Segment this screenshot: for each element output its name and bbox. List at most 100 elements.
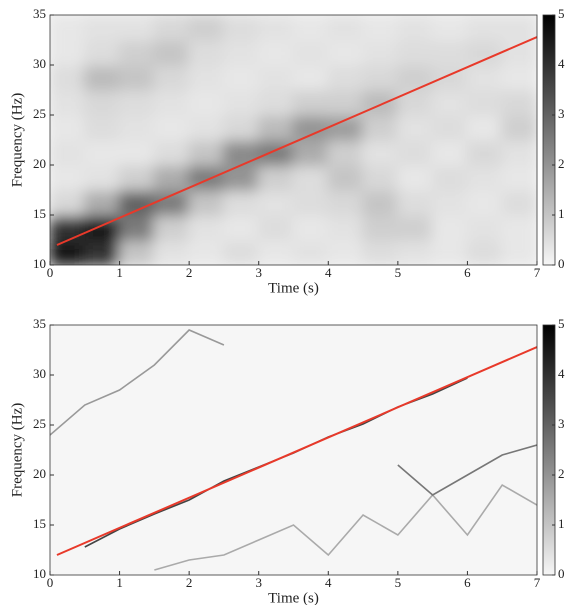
heat-cell xyxy=(118,239,156,265)
heat-cell xyxy=(431,114,469,141)
colorbar-tick-label: 5 xyxy=(558,6,565,21)
heat-cell xyxy=(466,139,504,166)
heat-cell xyxy=(292,139,330,166)
heat-cell xyxy=(222,64,260,91)
x-tick-label: 1 xyxy=(116,265,123,280)
colorbar-tick-label: 4 xyxy=(558,366,565,381)
heat-cell xyxy=(153,114,191,141)
heat-cell xyxy=(257,114,295,141)
heat-cell xyxy=(431,39,469,66)
heat-cell xyxy=(83,114,121,141)
heat-cell xyxy=(292,64,330,91)
colorbar-tick-label: 1 xyxy=(558,516,565,531)
heat-cell xyxy=(50,64,86,91)
x-tick-label: 4 xyxy=(325,575,332,590)
heat-cell xyxy=(257,164,295,191)
x-tick-label: 5 xyxy=(395,575,402,590)
heat-cell xyxy=(292,114,330,141)
trace xyxy=(397,444,537,496)
heat-cell xyxy=(257,214,295,241)
heat-cell xyxy=(50,214,86,241)
y-tick-label: 10 xyxy=(33,256,46,271)
heat-cell xyxy=(501,39,537,66)
heat-cell xyxy=(292,239,330,265)
heatmap xyxy=(50,15,537,265)
heat-cell xyxy=(362,214,399,241)
heat-cell xyxy=(396,139,434,166)
plot-area xyxy=(50,15,537,265)
heat-cell xyxy=(50,114,86,141)
heat-cell xyxy=(222,164,260,191)
colorbar-tick-label: 0 xyxy=(558,256,565,271)
heat-cell xyxy=(292,189,330,216)
plot-frame xyxy=(49,14,538,266)
heat-cell xyxy=(292,89,330,116)
heat-cell xyxy=(466,214,504,241)
colorbar-tick-label: 1 xyxy=(558,206,565,221)
heat-cell xyxy=(50,239,86,265)
heat-cell xyxy=(50,189,86,216)
colorbar-tick-label: 0 xyxy=(558,566,565,581)
x-tick-label: 3 xyxy=(255,265,262,280)
y-tick-label: 35 xyxy=(33,6,46,21)
heat-cell xyxy=(50,39,86,66)
colorbar-tick-label: 5 xyxy=(558,316,565,331)
y-axis-label: Frequency (Hz) xyxy=(9,93,25,188)
heat-cell xyxy=(188,164,225,191)
heat-cell xyxy=(118,139,156,166)
heat-cell xyxy=(327,89,365,116)
y-tick-label: 15 xyxy=(33,206,46,221)
heat-cell xyxy=(396,239,434,265)
heat-cell xyxy=(50,89,86,116)
y-tick-label: 20 xyxy=(33,156,46,171)
heat-cell xyxy=(153,39,191,66)
heat-cell xyxy=(501,189,537,216)
heat-cell xyxy=(83,139,121,166)
heat-cell xyxy=(396,189,434,216)
heat-cell xyxy=(396,64,434,91)
heat-cell xyxy=(188,189,225,216)
heat-cell xyxy=(153,214,191,241)
heat-cell xyxy=(396,89,434,116)
heat-cell xyxy=(292,39,330,66)
heat-cell xyxy=(222,189,260,216)
heat-cell xyxy=(222,114,260,141)
heat-cell xyxy=(501,239,537,265)
heat-cell xyxy=(501,15,537,41)
heat-cell xyxy=(362,89,399,116)
y-tick-label: 15 xyxy=(33,516,46,531)
fit-line xyxy=(56,346,537,556)
heat-cell xyxy=(83,239,121,265)
heat-cell xyxy=(466,164,504,191)
heat-cell xyxy=(222,89,260,116)
plot-area xyxy=(50,325,537,575)
heat-cell xyxy=(118,89,156,116)
heat-cell xyxy=(83,189,121,216)
trace xyxy=(50,329,225,436)
x-tick-label: 7 xyxy=(534,265,541,280)
trace xyxy=(154,483,537,571)
heat-cell xyxy=(327,139,365,166)
x-tick-label: 2 xyxy=(186,265,193,280)
x-axis-label: Time (s) xyxy=(268,590,319,605)
heat-cell xyxy=(431,214,469,241)
y-tick-label: 10 xyxy=(33,566,46,581)
heat-cell xyxy=(188,64,225,91)
heat-cell xyxy=(188,214,225,241)
heat-cell xyxy=(188,139,225,166)
heat-cell xyxy=(257,239,295,265)
colorbar-tick-label: 2 xyxy=(558,466,565,481)
y-tick-label: 20 xyxy=(33,466,46,481)
heat-cell xyxy=(292,164,330,191)
colorbar-tick-label: 4 xyxy=(558,56,565,71)
heat-cell xyxy=(501,114,537,141)
heat-cell xyxy=(188,89,225,116)
heat-cell xyxy=(327,239,365,265)
heat-cell xyxy=(431,139,469,166)
heat-cell xyxy=(257,64,295,91)
x-tick-label: 6 xyxy=(464,575,471,590)
heat-cell xyxy=(327,189,365,216)
heat-cell xyxy=(327,64,365,91)
